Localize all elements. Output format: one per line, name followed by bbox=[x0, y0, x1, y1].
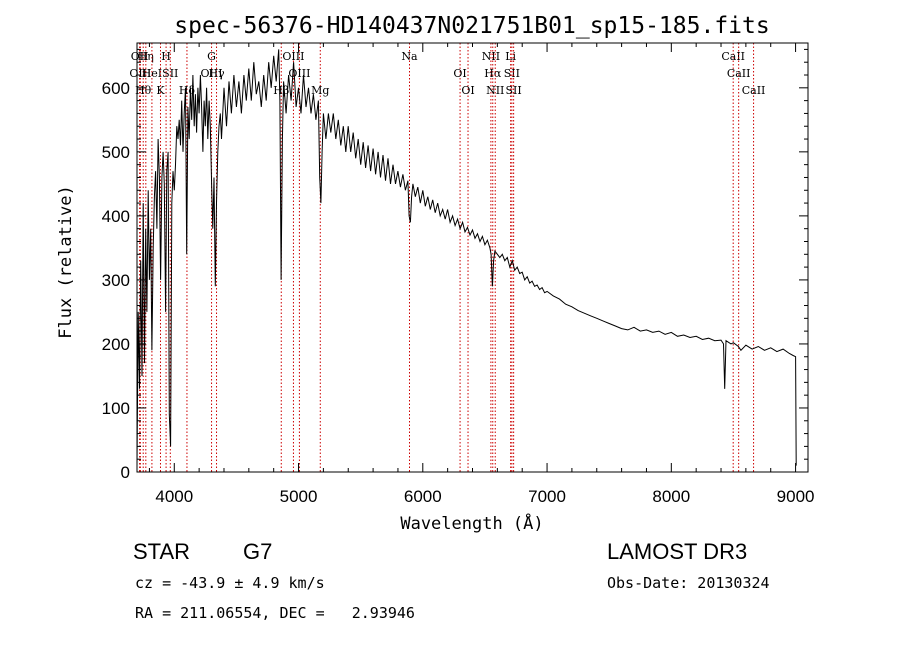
flux-line bbox=[136, 49, 797, 466]
line-marker-label: SII bbox=[162, 67, 178, 80]
x-tick-label: 6000 bbox=[404, 487, 442, 506]
line-marker-label: SII bbox=[504, 67, 520, 80]
line-marker-label: K bbox=[156, 84, 165, 97]
line-marker-label: Mg bbox=[311, 84, 329, 97]
y-tick-label: 0 bbox=[121, 463, 130, 482]
line-marker-label: CaII bbox=[742, 84, 766, 97]
y-tick-label: 500 bbox=[102, 143, 130, 162]
x-tick-label: 9000 bbox=[777, 487, 815, 506]
x-axis: 4000 5000 6000 7000 8000 9000 bbox=[148, 43, 815, 506]
line-marker-label: Li bbox=[505, 50, 516, 63]
line-marker-label: OII bbox=[131, 50, 149, 63]
y-axis-label: Flux (relative) bbox=[56, 185, 76, 339]
line-marker-label: NII bbox=[482, 50, 500, 63]
line-marker-label: Na bbox=[401, 50, 418, 63]
line-marker-label: Hδ bbox=[179, 84, 196, 97]
x-tick-label: 5000 bbox=[280, 487, 318, 506]
line-marker-label: H bbox=[161, 50, 171, 63]
y-axis: 0 100 200 300 400 500 600 bbox=[102, 48, 808, 482]
x-tick-label: 8000 bbox=[652, 487, 690, 506]
line-marker-label: CaII bbox=[721, 50, 745, 63]
line-marker-label: OIII bbox=[288, 67, 310, 80]
y-tick-label: 400 bbox=[102, 207, 130, 226]
line-marker-label: Hθ bbox=[135, 84, 152, 97]
y-tick-label: 200 bbox=[102, 335, 130, 354]
obs-date: Obs-Date: 20130324 bbox=[607, 574, 770, 592]
line-marker-label: NII bbox=[486, 84, 504, 97]
object-class: STAR bbox=[133, 539, 191, 564]
line-marker-label: OIII bbox=[201, 67, 223, 80]
line-marker-label: OIII bbox=[282, 50, 304, 63]
line-marker-label: Hγ bbox=[208, 67, 225, 80]
coordinates: RA = 211.06554, DEC = 2.93946 bbox=[135, 604, 415, 622]
x-tick-label: 7000 bbox=[528, 487, 566, 506]
x-axis-label: Wavelength (Å) bbox=[400, 512, 543, 534]
line-marker-label: HeI bbox=[142, 67, 162, 80]
x-tick-label: 4000 bbox=[155, 487, 193, 506]
line-marker-label: SII bbox=[506, 84, 522, 97]
line-markers: OIIOIIIHθHηHeIKHSIIHδGOIIIHγHβOIIIOIIIMg… bbox=[129, 43, 765, 472]
flux-series bbox=[136, 49, 797, 466]
line-marker-label: Hβ bbox=[273, 84, 289, 97]
y-tick-label: 600 bbox=[102, 79, 130, 98]
chart-title: spec-56376-HD140437N021751B01_sp15-185.f… bbox=[174, 13, 769, 39]
object-subclass: G7 bbox=[243, 539, 273, 564]
line-marker-label: OIII bbox=[129, 67, 151, 80]
line-marker-label: CaII bbox=[727, 67, 751, 80]
line-marker-label: Hη bbox=[138, 50, 154, 63]
plot-frame bbox=[136, 42, 809, 473]
survey-name: LAMOST DR3 bbox=[607, 539, 748, 564]
redshift-readout: cz = -43.9 ± 4.9 km/s bbox=[135, 574, 325, 592]
y-tick-label: 300 bbox=[102, 271, 130, 290]
line-marker-label: OI bbox=[461, 84, 474, 97]
line-marker-label: OI bbox=[453, 67, 466, 80]
line-marker-label: Hα bbox=[484, 67, 502, 80]
y-tick-label: 100 bbox=[102, 399, 130, 418]
line-marker-label: G bbox=[207, 50, 216, 63]
